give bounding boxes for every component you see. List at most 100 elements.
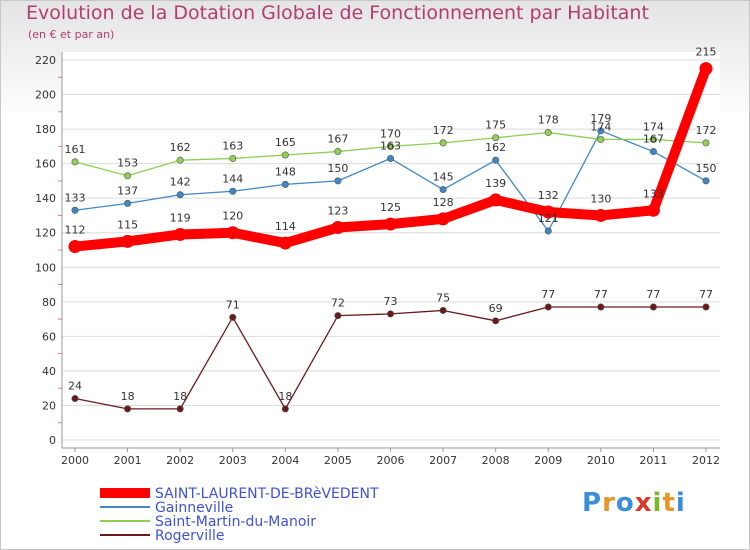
data-label: 24 — [68, 380, 82, 393]
data-label: 121 — [538, 212, 559, 225]
data-label: 139 — [485, 177, 506, 190]
y-tick-label: 220 — [35, 54, 56, 67]
data-label: 112 — [65, 224, 86, 237]
y-tick-label: 200 — [35, 89, 56, 102]
data-label: 167 — [327, 133, 348, 146]
data-label: 77 — [646, 288, 660, 301]
data-point — [649, 303, 657, 311]
y-tick-label: 120 — [35, 227, 56, 240]
data-label: 77 — [541, 288, 555, 301]
data-point — [229, 187, 237, 195]
data-label: 114 — [275, 220, 296, 233]
data-label: 132 — [538, 189, 559, 202]
data-point — [334, 177, 342, 185]
brand-letter: P — [582, 488, 603, 518]
data-label: 77 — [699, 288, 713, 301]
x-tick-label: 2001 — [114, 454, 142, 467]
data-point — [489, 193, 503, 207]
x-tick-label: 2008 — [482, 454, 510, 467]
brand-letter: x — [634, 488, 653, 518]
data-label: 130 — [590, 192, 611, 205]
data-point — [68, 240, 82, 254]
data-point — [541, 205, 555, 219]
data-label: 73 — [384, 295, 398, 308]
data-point — [173, 227, 187, 241]
data-point — [439, 139, 447, 147]
data-label: 179 — [590, 112, 611, 125]
data-label: 167 — [643, 133, 664, 146]
data-point — [386, 310, 394, 318]
data-point — [544, 129, 552, 137]
data-point — [71, 395, 79, 403]
data-point — [594, 208, 608, 222]
data-point — [544, 227, 552, 235]
data-label: 165 — [275, 136, 296, 149]
data-label: 115 — [117, 218, 138, 231]
data-label: 163 — [380, 139, 401, 152]
legend-label: Saint-Martin-du-Manoir — [155, 514, 316, 530]
data-point — [176, 191, 184, 199]
data-label: 128 — [433, 196, 454, 209]
data-point — [386, 142, 394, 150]
data-label: 174 — [590, 120, 611, 133]
data-point — [492, 134, 500, 142]
data-label: 172 — [433, 124, 454, 137]
data-point — [492, 317, 500, 325]
data-label: 161 — [65, 143, 86, 156]
data-point — [702, 177, 710, 185]
data-label: 145 — [433, 171, 454, 184]
data-point — [702, 139, 710, 147]
x-tick-label: 2007 — [429, 454, 457, 467]
data-point — [597, 303, 605, 311]
data-label: 137 — [117, 184, 138, 197]
data-point — [71, 206, 79, 214]
data-point — [281, 151, 289, 159]
data-point — [121, 234, 135, 248]
brand-letter: t — [662, 488, 676, 518]
data-point — [278, 236, 292, 250]
data-point — [229, 313, 237, 321]
data-point — [436, 212, 450, 226]
data-label: 133 — [643, 187, 664, 200]
data-point — [492, 156, 500, 164]
data-point — [439, 186, 447, 194]
data-label: 123 — [327, 205, 348, 218]
chart-title: Evolution de la Dotation Globale de Fonc… — [26, 2, 649, 24]
data-label: 69 — [489, 302, 503, 315]
data-point — [226, 226, 240, 240]
data-point — [646, 203, 660, 217]
data-label: 148 — [275, 165, 296, 178]
data-label: 170 — [380, 127, 401, 140]
chart-subtitle: (en € et par an) — [28, 28, 115, 41]
x-tick-label: 2003 — [219, 454, 247, 467]
data-label: 77 — [594, 288, 608, 301]
data-label: 18 — [173, 390, 187, 403]
data-label: 153 — [117, 157, 138, 170]
data-label: 119 — [170, 211, 191, 224]
legend-label: SAINT-LAURENT-DE-BRèVEDENT — [155, 486, 379, 502]
data-point — [386, 154, 394, 162]
data-point — [176, 405, 184, 413]
data-point — [699, 62, 713, 76]
data-point — [124, 405, 132, 413]
data-point — [124, 199, 132, 207]
data-point — [124, 172, 132, 180]
data-point — [649, 148, 657, 156]
plot-area — [62, 52, 720, 448]
data-label: 175 — [485, 119, 506, 132]
data-label: 72 — [331, 297, 345, 310]
x-tick-label: 2012 — [692, 454, 720, 467]
brand-logo: Proxiti — [582, 488, 686, 518]
y-tick-label: 60 — [42, 330, 56, 343]
data-label: 163 — [222, 139, 243, 152]
data-point — [281, 405, 289, 413]
data-label: 120 — [222, 210, 243, 223]
x-tick-label: 2000 — [61, 454, 89, 467]
y-tick-label: 180 — [35, 123, 56, 136]
data-point — [597, 135, 605, 143]
data-label: 71 — [226, 298, 240, 311]
data-point — [176, 156, 184, 164]
data-label: 18 — [121, 390, 135, 403]
y-tick-label: 140 — [35, 192, 56, 205]
